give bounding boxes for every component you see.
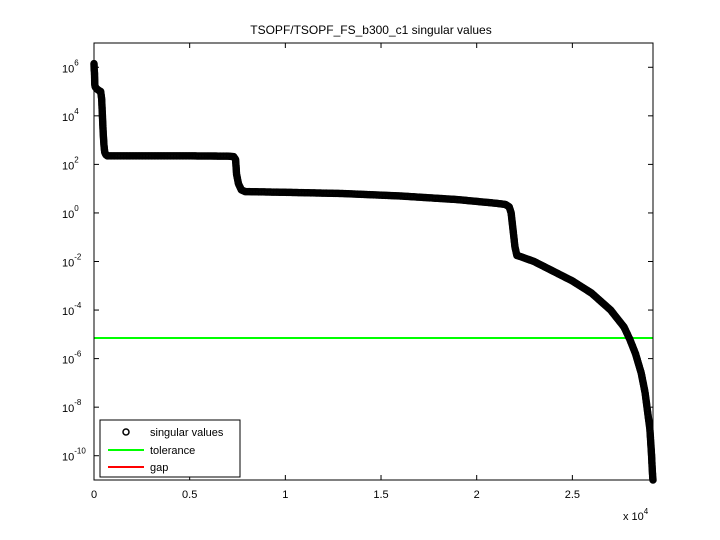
x-tick-label: 2 — [474, 489, 480, 501]
legend-label: gap — [150, 462, 168, 474]
legend-label: singular values — [150, 427, 224, 439]
y-tick-label-base: 10 — [62, 306, 74, 318]
y-tick-label-base: 10 — [62, 403, 74, 415]
x-scale-note-exponent: 4 — [644, 507, 649, 516]
y-tick-label: 10-2 — [62, 253, 82, 270]
y-tick-label: 10-6 — [62, 350, 82, 367]
y-tick-label-exponent: -4 — [74, 301, 82, 310]
y-tick-label-exponent: 6 — [74, 58, 79, 67]
y-tick-label-exponent: -6 — [74, 350, 82, 359]
y-tick-label-base: 10 — [62, 209, 74, 221]
x-tick-label: 1 — [282, 489, 288, 501]
x-scale-note: x 104 — [623, 507, 649, 523]
y-tick-label-exponent: 2 — [74, 155, 79, 164]
y-tick-label-exponent: -2 — [74, 253, 82, 262]
y-tick-label-exponent: 4 — [74, 107, 79, 116]
singular-values-markers — [90, 59, 657, 484]
y-tick-label-exponent: 0 — [74, 204, 79, 213]
x-tick-label: 2.5 — [565, 489, 580, 501]
legend-label: tolerance — [150, 445, 195, 457]
x-tick-label: 1.5 — [373, 489, 388, 501]
y-tick-label: 102 — [62, 155, 79, 172]
axes-layer: 0 0.5 1 1.5 2 2.5x 10410610410210010-210-410-… — [62, 42, 654, 523]
y-tick-label-base: 10 — [62, 258, 74, 270]
plot-background — [94, 43, 653, 480]
y-tick-label-exponent: -10 — [74, 447, 86, 456]
y-tick-label: 104 — [62, 107, 79, 124]
y-tick-label: 10-4 — [62, 301, 82, 318]
x-scale-note-base: x 10 — [623, 511, 644, 523]
y-tick-label: 106 — [62, 58, 79, 75]
y-tick-label-base: 10 — [62, 452, 74, 464]
y-tick-label-exponent: -8 — [74, 398, 82, 407]
legend: singular values tolerance gap — [99, 419, 241, 478]
chart-title: TSOPF/TSOPF_FS_b300_c1 singular values — [250, 23, 491, 37]
y-tick-label-base: 10 — [62, 112, 74, 124]
y-tick-label: 10-10 — [62, 447, 86, 464]
legend-marker-singular-values — [122, 428, 130, 436]
x-tick-label: 0.5 — [182, 489, 197, 501]
y-tick-label-base: 10 — [62, 355, 74, 367]
x-tick-label: 0 — [91, 489, 97, 501]
y-tick-label-base: 10 — [62, 160, 74, 172]
y-tick-label: 10-8 — [62, 398, 82, 415]
y-tick-label-base: 10 — [62, 63, 74, 75]
y-tick-label: 100 — [62, 204, 79, 221]
plot-area — [94, 43, 653, 480]
series-layer — [90, 59, 657, 484]
